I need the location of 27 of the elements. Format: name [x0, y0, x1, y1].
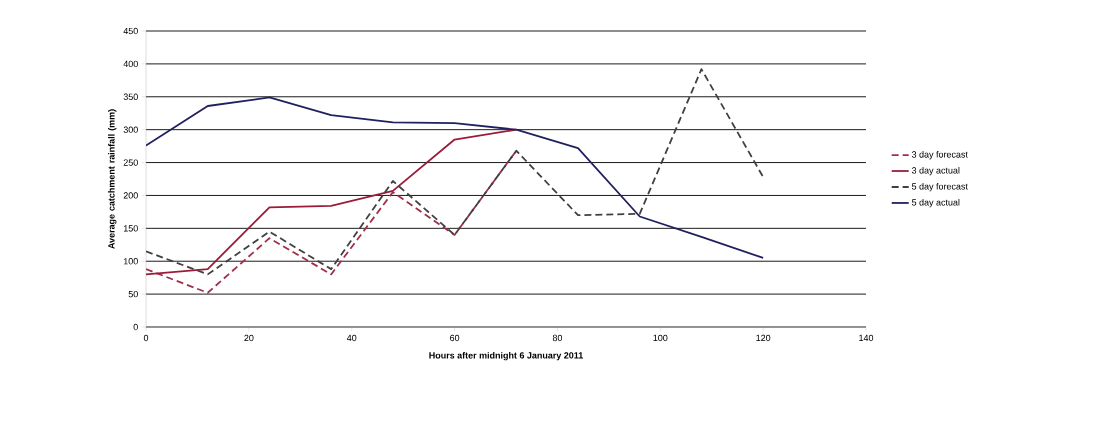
legend-label: 5 day actual — [911, 198, 960, 208]
x-tick-label: 100 — [653, 334, 668, 342]
legend-label: 3 day actual — [911, 167, 960, 176]
y-tick-label: 350 — [123, 93, 138, 100]
y-tick-label: 300 — [123, 126, 138, 133]
line-series — [146, 128, 518, 276]
line-series — [146, 68, 765, 276]
x-tick-label: 140 — [859, 334, 874, 342]
x-tick-label: 80 — [552, 334, 563, 342]
y-tick-label: 400 — [123, 60, 138, 68]
y-tick-label: 250 — [123, 159, 138, 166]
y-tick-label: 200 — [123, 192, 138, 199]
y-tick-label: 50 — [128, 290, 138, 298]
x-axis-title: Hours after midnight 6 January 2011 — [429, 351, 583, 361]
legend-label: 5 day forecast — [911, 182, 968, 192]
y-axis-title: Average catchment rainfall (mm) — [108, 109, 117, 249]
y-tick-label: 0 — [133, 323, 138, 331]
y-tick-label: 100 — [123, 258, 138, 265]
line-series — [146, 96, 765, 259]
x-tick-label: 40 — [346, 334, 357, 342]
x-tick-label: 60 — [450, 334, 460, 342]
x-tick-label: 120 — [756, 334, 771, 342]
legend-label: 3 day forecast — [911, 151, 968, 160]
y-tick-label: 450 — [123, 27, 138, 35]
y-tick-label: 150 — [123, 225, 138, 232]
x-tick-label: 0 — [143, 334, 149, 342]
x-tick-label: 20 — [244, 334, 254, 342]
